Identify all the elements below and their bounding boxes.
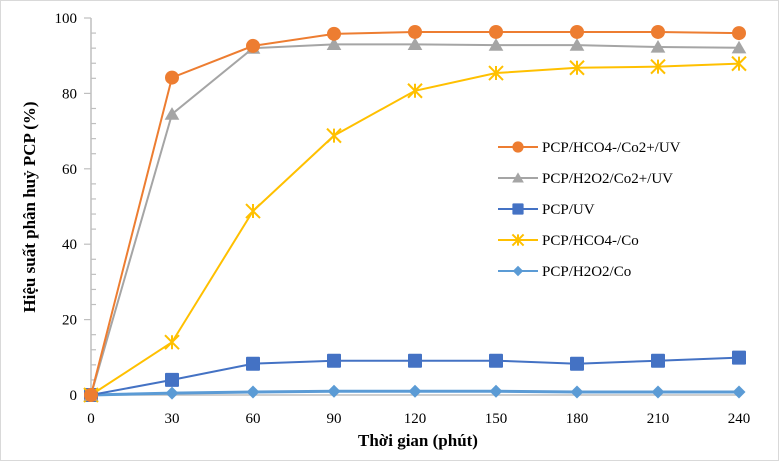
legend-label: PCP/HCO4-/Co2+/UV <box>542 140 681 156</box>
data-point <box>489 353 503 368</box>
data-point <box>650 58 666 75</box>
data-point <box>407 37 423 50</box>
legend-item: PCP/HCO4-/Co <box>498 233 639 249</box>
data-point <box>732 26 746 41</box>
data-point <box>489 24 503 39</box>
data-point <box>84 388 98 402</box>
x-tick-label: 120 <box>404 411 427 427</box>
legend-label: PCP/H2O2/Co <box>542 264 631 280</box>
data-point <box>165 70 179 85</box>
data-point <box>408 24 422 39</box>
series-line <box>90 62 740 396</box>
x-axis-title: Thời gian (phút) <box>358 431 478 450</box>
x-tick-label: 60 <box>246 411 261 427</box>
legend-marker-diamond-icon <box>512 265 524 277</box>
data-point <box>732 385 746 399</box>
data-point <box>408 353 422 368</box>
data-point <box>165 372 179 387</box>
x-tick-label: 150 <box>485 411 508 427</box>
data-point <box>327 26 341 41</box>
legend-item: PCP/HCO4-/Co2+/UV <box>498 140 681 156</box>
x-tick-label: 30 <box>165 411 180 427</box>
data-point <box>164 334 180 350</box>
data-point <box>327 353 341 368</box>
data-point <box>164 107 180 120</box>
legend: PCP/HCO4-/Co2+/UV PCP/H2O2/Co2+/UV PCP/UV P… <box>498 140 681 280</box>
series-pcp-h2o2-co <box>84 384 746 402</box>
data-point <box>569 38 585 51</box>
legend-item: PCP/H2O2/Co <box>498 264 631 280</box>
data-point <box>489 384 503 398</box>
data-point <box>731 55 747 72</box>
legend-label: PCP/UV <box>542 202 595 218</box>
data-point <box>651 385 665 399</box>
legend-marker-triangle-icon <box>512 172 524 183</box>
data-point <box>246 356 260 371</box>
data-point <box>327 384 341 398</box>
series-pcp-hco4-co <box>83 55 747 403</box>
data-point <box>245 203 261 219</box>
y-tick-label: 100 <box>55 11 78 27</box>
data-point <box>246 385 260 399</box>
data-point <box>569 60 585 76</box>
series-pcp-hco4-co2-uv <box>84 24 746 402</box>
data-point <box>651 353 665 368</box>
x-tick-label: 0 <box>87 411 95 427</box>
data-point <box>246 38 260 53</box>
data-point <box>570 356 584 371</box>
series-pcp-uv <box>84 350 746 402</box>
legend-marker-circle-icon <box>512 141 524 153</box>
axes: 0 20 40 60 80 100 0 30 60 90 120 150 180 210 240 <box>55 11 751 427</box>
y-tick-label: 20 <box>62 313 77 329</box>
data-point <box>731 40 747 54</box>
x-tick-label: 90 <box>327 411 342 427</box>
data-point <box>326 37 342 50</box>
data-point <box>570 24 584 39</box>
legend-marker-star-icon <box>511 233 525 247</box>
data-point <box>326 127 342 144</box>
data-point <box>408 384 422 398</box>
series-pcp-h2o2-co2-uv <box>83 37 747 401</box>
data-point <box>732 350 746 365</box>
data-point <box>570 385 584 399</box>
y-tick-label: 0 <box>70 388 78 404</box>
data-point <box>488 65 504 81</box>
x-tick-label: 240 <box>728 411 751 427</box>
y-tick-label: 40 <box>62 237 77 253</box>
legend-item: PCP/UV <box>498 202 595 218</box>
legend-label: PCP/HCO4-/Co <box>542 233 639 249</box>
data-point <box>488 38 504 51</box>
data-point <box>407 83 423 99</box>
legend-label: PCP/H2O2/Co2+/UV <box>542 171 673 187</box>
legend-item: PCP/H2O2/Co2+/UV <box>498 171 673 187</box>
legend-marker-square-icon <box>512 203 524 215</box>
data-point <box>650 40 666 53</box>
y-tick-label: 60 <box>62 162 77 178</box>
x-tick-label: 210 <box>647 411 670 427</box>
data-point <box>651 24 665 39</box>
y-axis-title: Hiệu suất phân huỷ PCP (%) <box>20 101 39 312</box>
y-tick-label: 80 <box>62 86 77 102</box>
data-point <box>165 386 179 400</box>
plot-area <box>83 24 747 403</box>
x-tick-label: 180 <box>566 411 589 427</box>
